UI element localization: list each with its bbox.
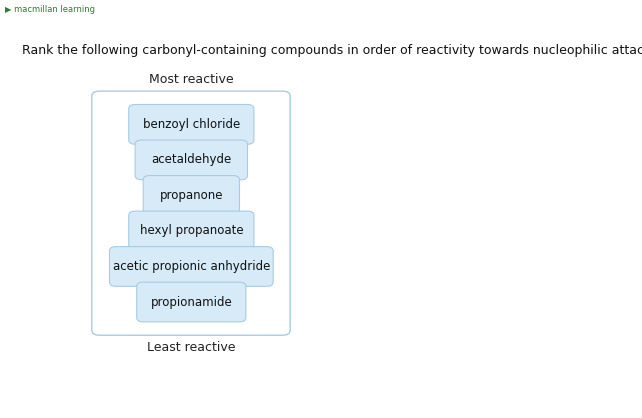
Text: acetaldehyde: acetaldehyde [152,153,231,166]
Text: Least reactive: Least reactive [147,341,236,354]
Text: hexyl propanoate: hexyl propanoate [139,224,243,237]
FancyBboxPatch shape [128,211,254,251]
Text: benzoyl chloride: benzoyl chloride [143,118,240,131]
Text: Most reactive: Most reactive [149,73,234,86]
FancyBboxPatch shape [109,247,273,286]
Text: ▶ macmillan learning: ▶ macmillan learning [5,5,95,14]
FancyBboxPatch shape [128,104,254,144]
Text: Rank the following carbonyl-containing compounds in order of reactivity towards : Rank the following carbonyl-containing c… [22,44,642,57]
FancyBboxPatch shape [135,140,247,180]
FancyBboxPatch shape [92,91,290,335]
Text: propionamide: propionamide [150,296,232,308]
FancyBboxPatch shape [143,176,239,215]
FancyBboxPatch shape [137,282,246,322]
Text: propanone: propanone [160,189,223,202]
Text: acetic propionic anhydride: acetic propionic anhydride [112,260,270,273]
